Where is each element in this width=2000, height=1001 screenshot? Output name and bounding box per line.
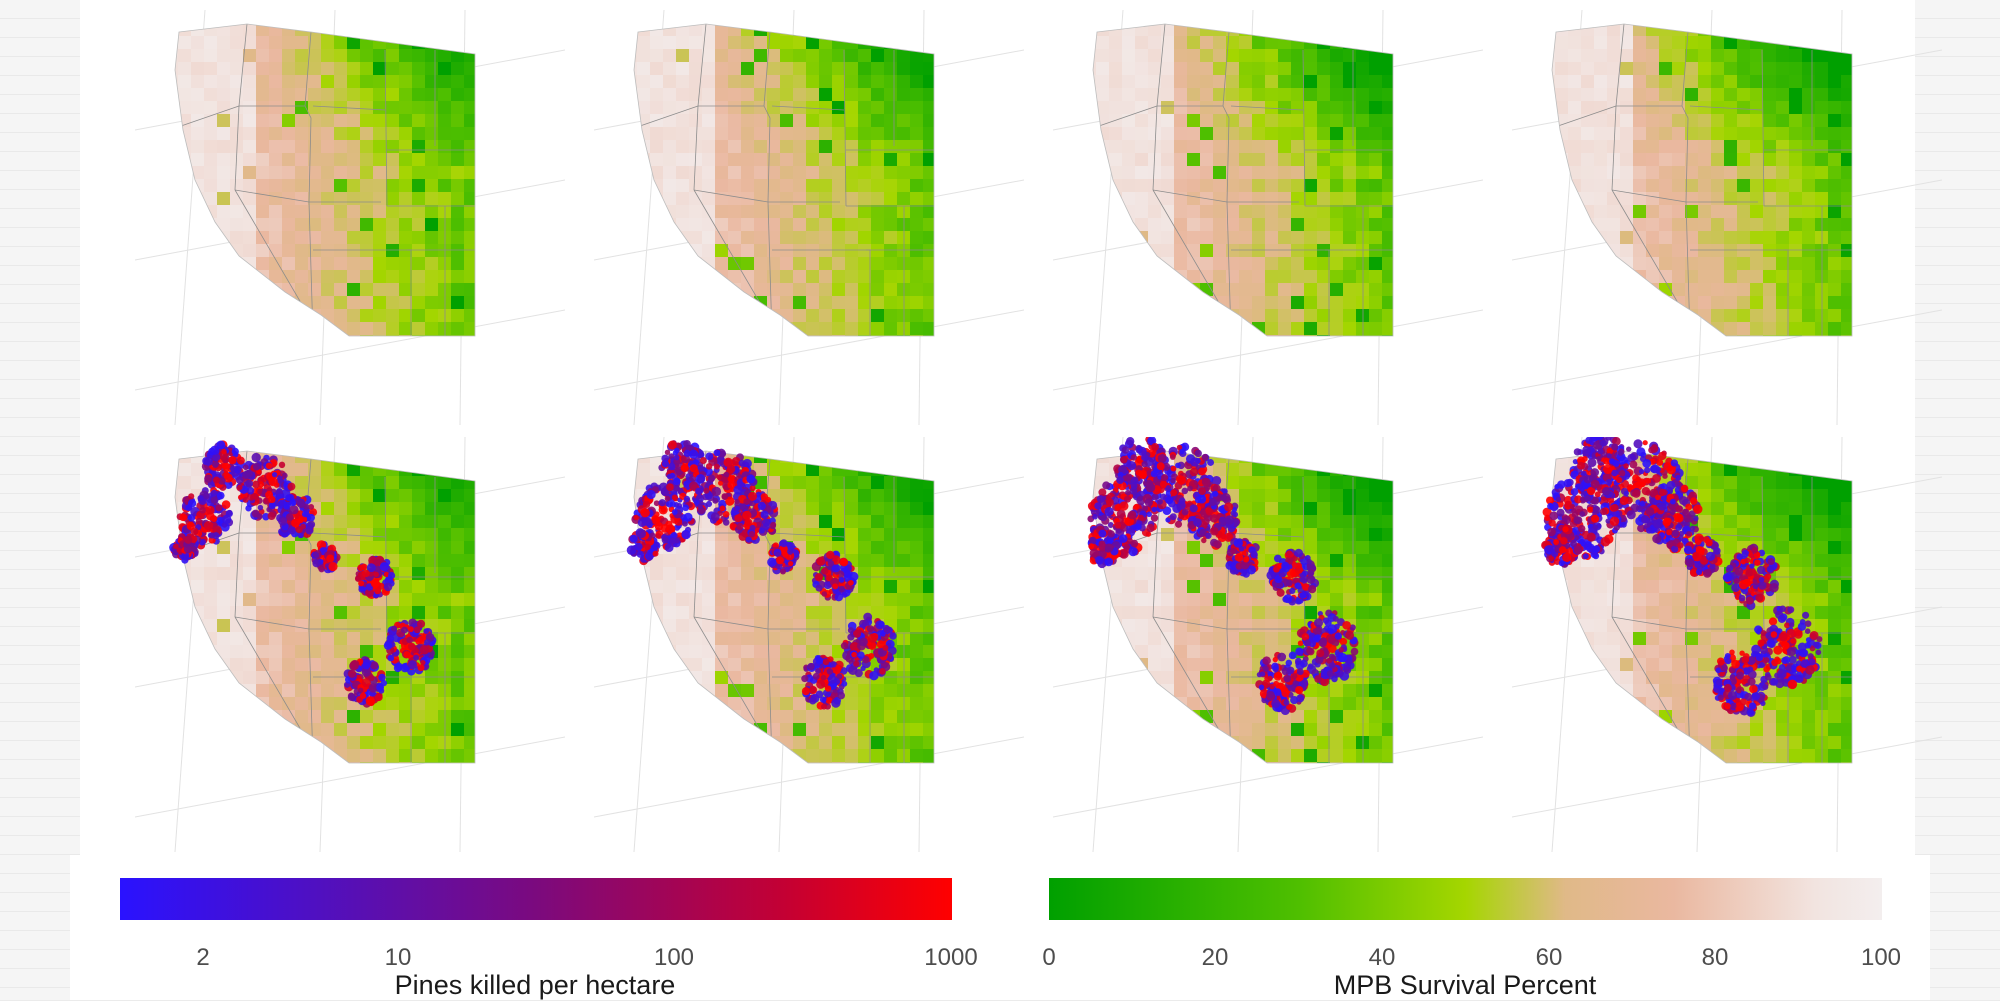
survival-grid (1083, 10, 1408, 348)
pines-killed-colorbar (120, 878, 952, 920)
pines-tick-10: 10 (385, 944, 412, 972)
map-panel-row2-col4 (1512, 437, 1942, 852)
pines-killed-legend-title: Pines killed per hectare (395, 970, 676, 1001)
map-panel-row2-col2 (594, 437, 1024, 852)
background-stripes-left (0, 0, 80, 1000)
survival-tick-0: 0 (1042, 944, 1055, 972)
survival-tick-40: 40 (1369, 944, 1396, 972)
map-panel-row1-col4 (1512, 10, 1942, 425)
pines-tick-100: 100 (654, 944, 694, 972)
survival-grid (624, 10, 949, 348)
survival-grid (1542, 10, 1867, 348)
legend-area (70, 855, 1930, 1000)
map-figure (80, 0, 1915, 855)
pines-tick-2: 2 (196, 944, 209, 972)
survival-legend-title: MPB Survival Percent (1334, 970, 1597, 1001)
map-svg (594, 437, 1024, 852)
map-panel-row1-col1 (135, 10, 565, 425)
survival-grid (165, 10, 490, 348)
map-svg (594, 10, 1024, 425)
map-panel-row2-col1 (135, 437, 565, 852)
survival-tick-100: 100 (1861, 944, 1901, 972)
survival-colorbar (1049, 878, 1882, 920)
map-svg (1053, 437, 1483, 852)
pines-tick-1000: 1000 (924, 944, 977, 972)
survival-tick-20: 20 (1202, 944, 1229, 972)
map-svg (135, 437, 565, 852)
survival-tick-60: 60 (1536, 944, 1563, 972)
survival-tick-80: 80 (1702, 944, 1729, 972)
map-svg (1512, 10, 1942, 425)
map-svg (1512, 437, 1942, 852)
map-panel-row1-col3 (1053, 10, 1483, 425)
map-svg (135, 10, 565, 425)
map-svg (1053, 10, 1483, 425)
map-panel-row2-col3 (1053, 437, 1483, 852)
map-panel-row1-col2 (594, 10, 1024, 425)
